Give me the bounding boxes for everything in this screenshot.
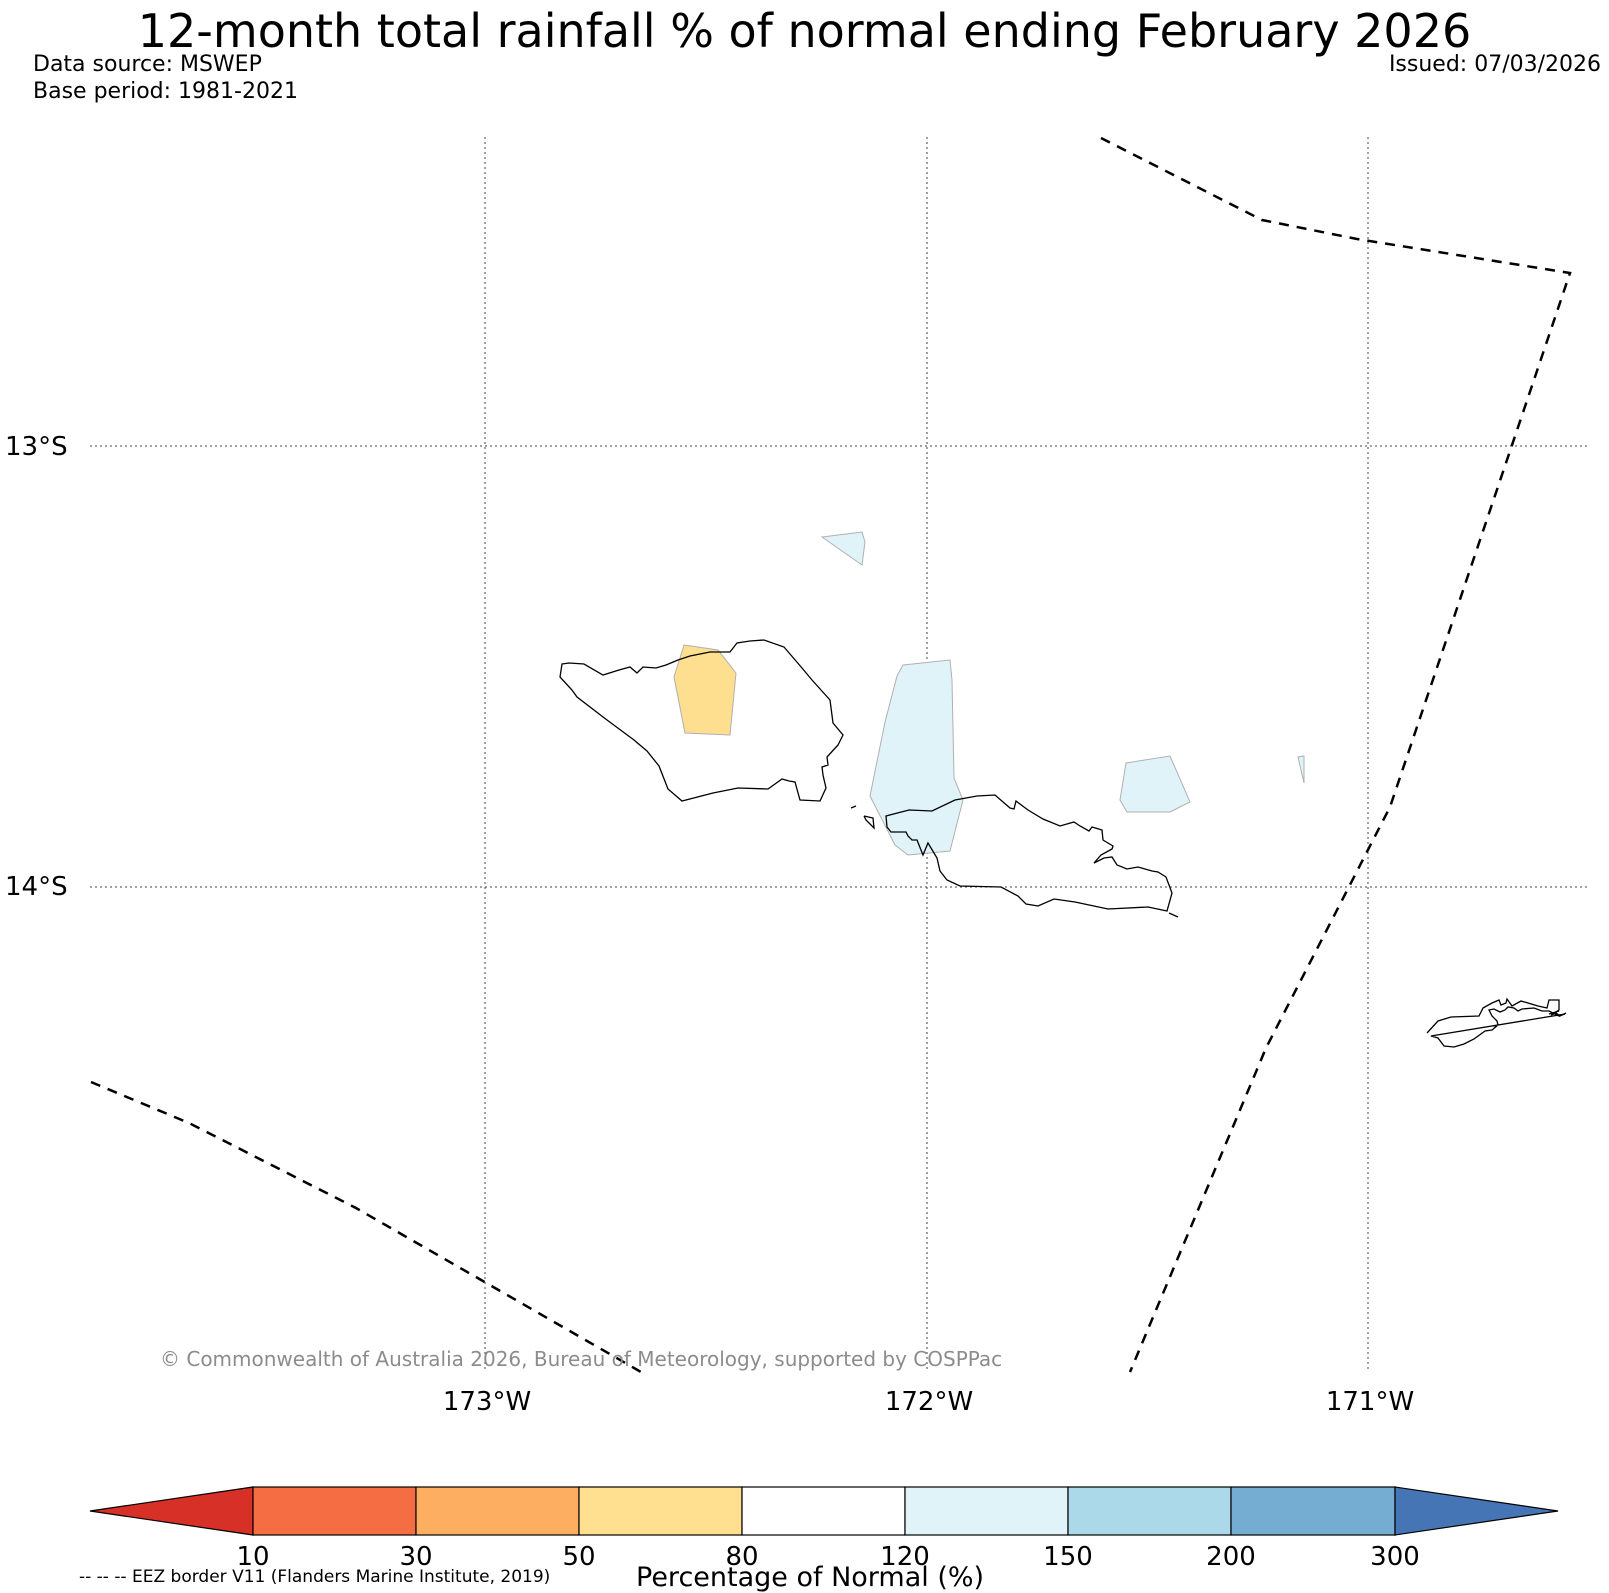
colorbar-title: Percentage of Normal (%) bbox=[636, 1562, 985, 1593]
graticule bbox=[90, 137, 1590, 1372]
lon-label-173w: 173°W bbox=[443, 1387, 531, 1417]
map-title: 12-month total rainfall % of normal endi… bbox=[137, 4, 1472, 58]
eez-border-southwest bbox=[90, 1080, 642, 1374]
colorbar-segment-10-30 bbox=[252, 1486, 417, 1536]
colorbar bbox=[89, 1486, 1559, 1536]
colorbar-segment-50-80 bbox=[578, 1486, 743, 1536]
colorbar-segment-150-200 bbox=[1067, 1486, 1232, 1536]
colorbar-tick-30: 30 bbox=[399, 1542, 432, 1572]
manono-coastline bbox=[850, 805, 857, 809]
base-period-label: Base period: 1981-2021 bbox=[33, 79, 298, 104]
eez-border-layer bbox=[90, 136, 1572, 1374]
upolu-west-anomaly bbox=[869, 659, 964, 856]
lat-label-13s: 13°S bbox=[5, 432, 68, 462]
rainfall-anomaly-layer bbox=[673, 531, 1305, 856]
north-islet-anomaly bbox=[820, 531, 866, 566]
colorbar-tick-80: 80 bbox=[725, 1542, 758, 1572]
colorbar-extend-high bbox=[1394, 1486, 1559, 1536]
upolu-coastline bbox=[885, 794, 1173, 912]
eez-border-legend-note: -- -- -- EEZ border V11 (Flanders Marine… bbox=[79, 1567, 551, 1587]
lat-label-14s: 14°S bbox=[5, 872, 68, 902]
colorbar-segment-30-50 bbox=[415, 1486, 580, 1536]
colorbar-segment-80-120 bbox=[741, 1486, 906, 1536]
colorbar-tick-150: 150 bbox=[1043, 1542, 1093, 1572]
colorbar-tick-10: 10 bbox=[236, 1542, 269, 1572]
colorbar-tick-50: 50 bbox=[562, 1542, 595, 1572]
upolu-east-islet-coastline bbox=[1168, 912, 1179, 918]
eez-border-north bbox=[1100, 136, 1572, 1373]
savaii-north-anomaly bbox=[673, 644, 737, 736]
colorbar-tick-300: 300 bbox=[1370, 1542, 1420, 1572]
savaii-coastline bbox=[559, 639, 844, 802]
colorbar-segment-120-150 bbox=[904, 1486, 1069, 1536]
coastline-layer bbox=[559, 639, 1567, 1048]
apolima-coastline bbox=[863, 815, 875, 830]
tutuila-coastline bbox=[1426, 997, 1567, 1048]
east-sliver-anomaly bbox=[1297, 755, 1305, 784]
lon-label-171w: 171°W bbox=[1326, 1387, 1414, 1417]
aunuu-coastline bbox=[1548, 1010, 1560, 1015]
data-source-label: Data source: MSWEP bbox=[33, 52, 262, 77]
lon-label-172w: 172°W bbox=[885, 1387, 973, 1417]
colorbar-tick-120: 120 bbox=[880, 1542, 930, 1572]
issued-date-label: Issued: 07/03/2026 bbox=[1388, 52, 1601, 77]
colorbar-extend-low bbox=[89, 1486, 254, 1536]
copyright-notice: © Commonwealth of Australia 2026, Bureau… bbox=[160, 1347, 1003, 1371]
colorbar-tick-200: 200 bbox=[1206, 1542, 1256, 1572]
colorbar-segment-200-300 bbox=[1230, 1486, 1396, 1536]
upolu-east-anomaly bbox=[1119, 755, 1191, 813]
